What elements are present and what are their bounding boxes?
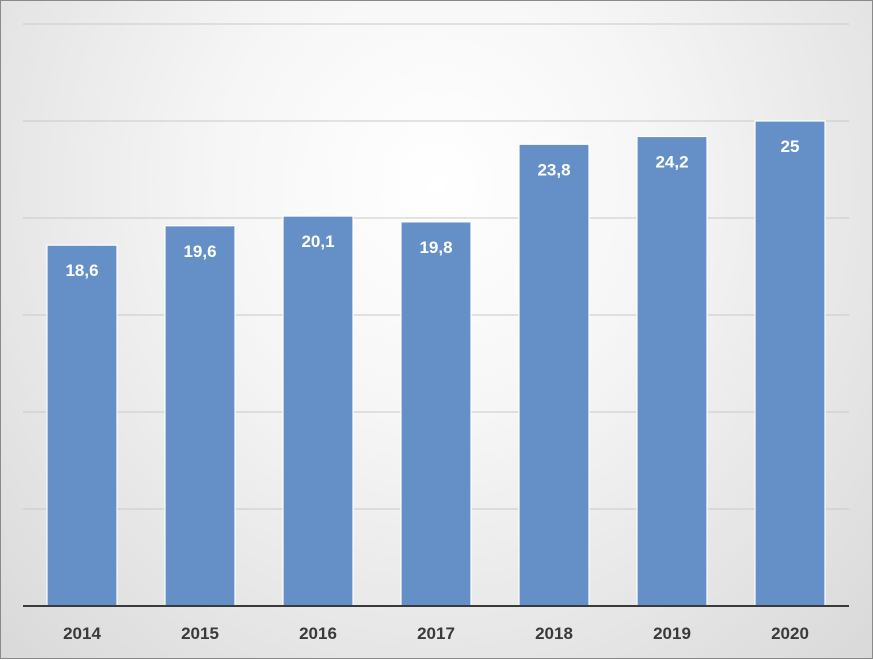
bar-2014 <box>46 244 118 607</box>
x-tick-label-2015: 2015 <box>181 624 219 643</box>
x-tick-label-2018: 2018 <box>535 624 573 643</box>
data-label-2018: 23,8 <box>537 160 570 179</box>
bar-2015 <box>164 225 236 607</box>
x-axis-tick-labels: 2014 2015 2016 2017 2018 2019 2020 <box>63 624 809 643</box>
bar-2016 <box>282 215 354 607</box>
bar-2019 <box>636 135 708 607</box>
bar-2017 <box>400 221 472 607</box>
bars <box>46 120 826 607</box>
data-label-2016: 20,1 <box>301 232 334 251</box>
data-label-2014: 18,6 <box>65 261 98 280</box>
x-tick-label-2020: 2020 <box>771 624 809 643</box>
x-tick-label-2014: 2014 <box>63 624 101 643</box>
bar-2018 <box>518 143 590 607</box>
bar-2020 <box>754 120 826 607</box>
data-label-2017: 19,8 <box>419 238 452 257</box>
data-labels: 18,6 19,6 20,1 19,8 23,8 24,2 25 <box>65 137 799 280</box>
x-tick-label-2016: 2016 <box>299 624 337 643</box>
x-tick-label-2017: 2017 <box>417 624 455 643</box>
data-label-2019: 24,2 <box>655 153 688 172</box>
x-tick-label-2019: 2019 <box>653 624 691 643</box>
data-label-2020: 25 <box>781 137 800 156</box>
data-label-2015: 19,6 <box>183 242 216 261</box>
